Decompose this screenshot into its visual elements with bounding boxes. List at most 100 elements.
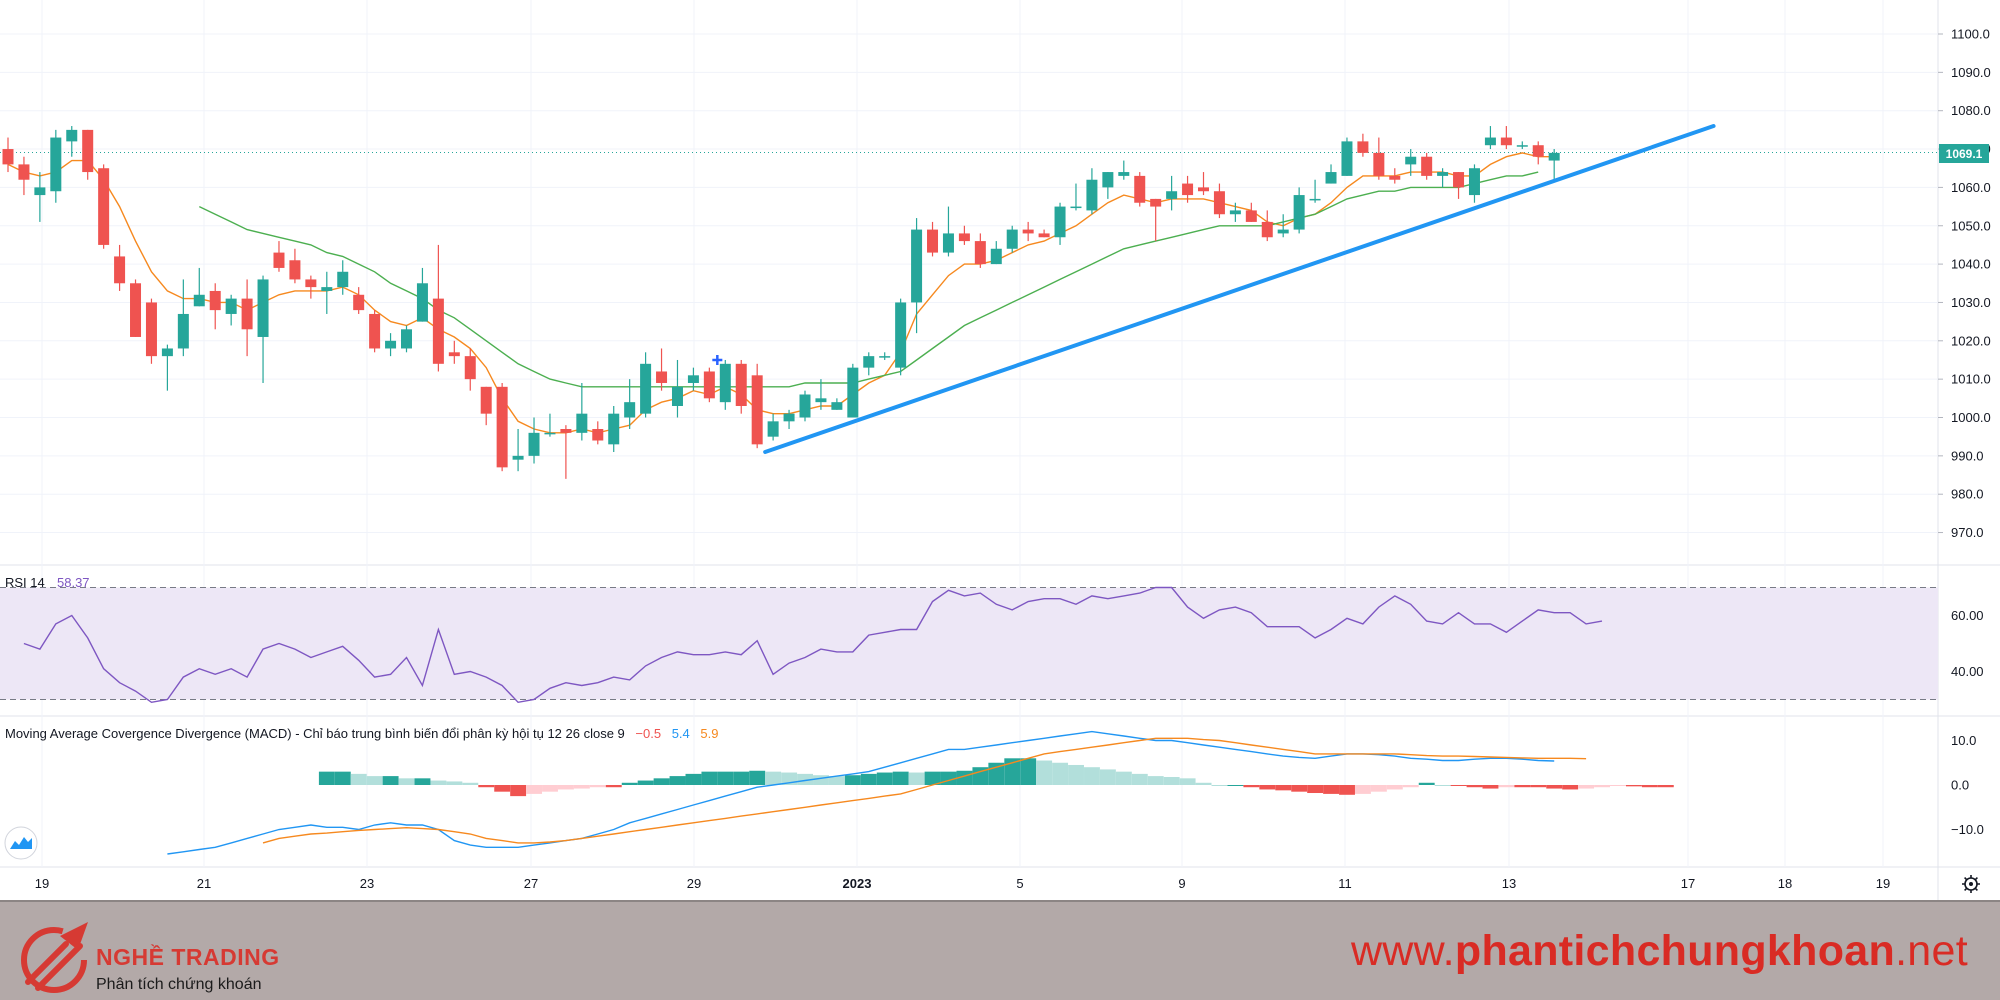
candle-body [942,233,954,253]
trading-chart[interactable]: 19 21 23 27 29 2023 5 9 11 13 17 18 19 970.0 980.0 990.… [0,0,2000,900]
candle [703,367,715,403]
candle [1437,168,1449,188]
candle-body [640,363,652,414]
rsi-pane[interactable] [0,586,1938,704]
macd-histogram-bar [1530,785,1547,788]
candle [1022,221,1034,242]
candle [895,298,907,376]
candle-body [927,229,939,253]
candle [114,244,126,291]
candle [735,359,747,414]
candle [448,340,460,364]
candle-body [1086,179,1098,211]
macd-histogram-bar [478,785,495,788]
candle-body [177,313,189,349]
candle [847,363,859,418]
candle-body [464,356,476,380]
candle [432,244,444,372]
time-tick-label: 13 [1502,876,1516,891]
macd-tick-label: 10.0 [1951,733,1976,748]
macd-histogram-bar [813,775,829,785]
candle-body [958,233,970,242]
candle-body [225,298,237,314]
candle-body [209,290,221,311]
macd-histogram-bar [1355,785,1371,794]
candle-body [257,279,269,337]
last-price-label: 1069.1 [1946,147,1983,161]
macd-legend: Moving Average Covergence Divergence (MA… [5,726,718,741]
candle-body [719,363,731,403]
macd-histogram-bar [1466,785,1483,788]
macd-histogram-bar [1259,785,1276,790]
candle-body [98,168,110,245]
candle [193,267,205,307]
candle-body [82,129,94,173]
candle [209,283,221,330]
candle [958,225,970,245]
rsi-line [23,586,1603,704]
chart-logo-button[interactable] [4,826,38,860]
time-tick-label: 29 [687,876,701,891]
macd-line [167,730,1555,855]
footer-banner: NGHỀ TRADING Phân tích chứng khoán www.p… [0,900,2000,1000]
candle-body [847,367,859,418]
macd-histogram-bar [542,785,558,792]
macd-signal-line [262,737,1587,844]
macd-histogram-bar [1514,785,1531,788]
candle-body [1038,233,1050,238]
candle-body [815,398,827,403]
candle [911,218,923,334]
candle-body [831,402,843,410]
price-tick-label: 1030.0 [1951,295,1991,310]
candle-body [1309,198,1321,201]
settings-gear-icon[interactable] [1962,875,1980,893]
candle [385,333,397,357]
candle-body [576,413,588,433]
website-url[interactable]: www.phantichchungkhoan.net [1350,927,1968,975]
macd-histogram-bar [1625,785,1642,787]
price-tick-label: 1000.0 [1951,410,1991,425]
macd-histogram-bar [1370,785,1387,792]
macd-histogram-bar [701,771,718,785]
candle [305,275,317,299]
candle [50,129,62,203]
candle-body [1166,191,1178,199]
candle [671,359,683,418]
macd-histogram-bar [1052,762,1069,785]
candle-body [1213,191,1225,215]
price-pane[interactable] [0,124,1938,479]
candle-body [1245,210,1257,222]
macd-histogram-bar [382,776,399,785]
candle [1309,179,1321,203]
axes: 19 21 23 27 29 2023 5 9 11 13 17 18 19 970.0 980.0 990.… [35,27,1991,892]
candle-body [241,298,253,330]
price-tick-label: 1100.0 [1951,27,1990,42]
candle-body [66,129,78,142]
time-tick-label: 19 [35,876,49,891]
candle [640,352,652,418]
candle [225,294,237,326]
candle [1134,172,1146,207]
candle [1468,164,1480,203]
macd-histogram-bar [398,778,415,785]
candle [831,398,843,410]
time-tick-label: 18 [1778,876,1792,891]
candle-body [337,271,349,288]
candle-body [273,252,285,268]
candle [369,310,381,353]
candle [576,382,588,441]
candle [66,126,78,157]
last-price-marker: 1069.1 [1939,144,1989,163]
candle [1086,168,1098,215]
macd-histogram-bar [637,780,654,785]
macd-histogram-bar [1641,785,1658,788]
macd-title: Moving Average Covergence Divergence (MA… [5,726,625,741]
candle [1245,202,1257,222]
crosshair-marker-icon [712,354,723,365]
candle [1405,149,1417,176]
candle [990,241,1002,265]
macd-pane[interactable] [167,730,1674,855]
candle [974,233,986,268]
macd-histogram-bar [573,785,590,789]
macd-histogram-bar [749,770,766,785]
